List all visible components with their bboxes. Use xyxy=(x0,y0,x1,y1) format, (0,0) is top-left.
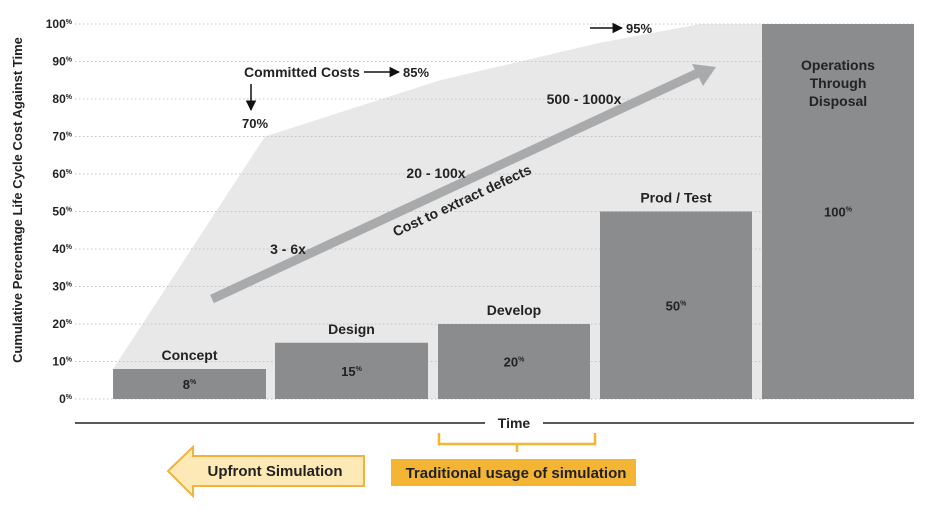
bar-value-label: 100% xyxy=(824,205,853,220)
y-axis-label: Cumulative Percentage Life Cycle Cost Ag… xyxy=(10,37,25,363)
bar-value-label: 50% xyxy=(666,298,687,313)
traditional-usage-highlight xyxy=(391,459,636,486)
bar-value-label: 15% xyxy=(341,364,362,379)
bar-3 xyxy=(600,211,752,399)
upfront-simulation-arrow xyxy=(166,444,365,499)
category-label: Concept xyxy=(162,347,218,363)
y-tick-label: 80% xyxy=(52,92,72,106)
bar-value-label: 20% xyxy=(504,355,525,370)
category-label: Prod / Test xyxy=(640,190,712,206)
bar-value-label: 8% xyxy=(183,377,197,392)
multiplier-label-2: 20 - 100x xyxy=(406,165,465,181)
y-tick-label: 70% xyxy=(52,130,72,144)
traditional-usage-label: Traditional usage of simulation xyxy=(406,465,627,482)
y-tick-label: 10% xyxy=(52,355,72,369)
bars: 8% Concept 15% Design 20% Develop 50% Prod / Te… xyxy=(113,24,914,399)
cc-85-label: 85% xyxy=(403,65,429,80)
traditional-bracket xyxy=(437,433,597,452)
upfront-simulation-label: Upfront Simulation xyxy=(208,463,343,480)
x-axis-label: Time xyxy=(498,415,531,431)
cc-95-label: 95% xyxy=(626,21,652,36)
cc-70-label: 70% xyxy=(242,116,268,131)
category-label: Operations Through Disposal xyxy=(801,57,875,109)
y-tick-label: 20% xyxy=(52,317,72,331)
y-tick-label: 50% xyxy=(52,205,72,219)
bar-2 xyxy=(438,324,590,399)
bar-0 xyxy=(113,369,266,399)
y-tick-label: 0% xyxy=(59,392,73,406)
bar-1 xyxy=(275,342,428,399)
bar-4 xyxy=(762,24,914,399)
multiplier-label-3: 500 - 1000x xyxy=(547,91,622,107)
y-axis-ticks: 0% 10% 20% 30% 40% 50% 60% 70% 80% 90% 100% xyxy=(46,17,73,406)
category-label: Design xyxy=(328,321,375,337)
y-tick-label: 30% xyxy=(52,280,72,294)
defect-cost-arrow xyxy=(210,64,716,304)
y-tick-label: 100% xyxy=(46,17,73,31)
y-tick-label: 40% xyxy=(52,242,72,256)
committed-costs-label: Committed Costs xyxy=(244,64,360,80)
y-tick-label: 60% xyxy=(52,167,72,181)
category-label: Develop xyxy=(487,302,541,318)
multiplier-label-1: 3 - 6x xyxy=(270,241,306,257)
y-tick-label: 90% xyxy=(52,55,72,69)
